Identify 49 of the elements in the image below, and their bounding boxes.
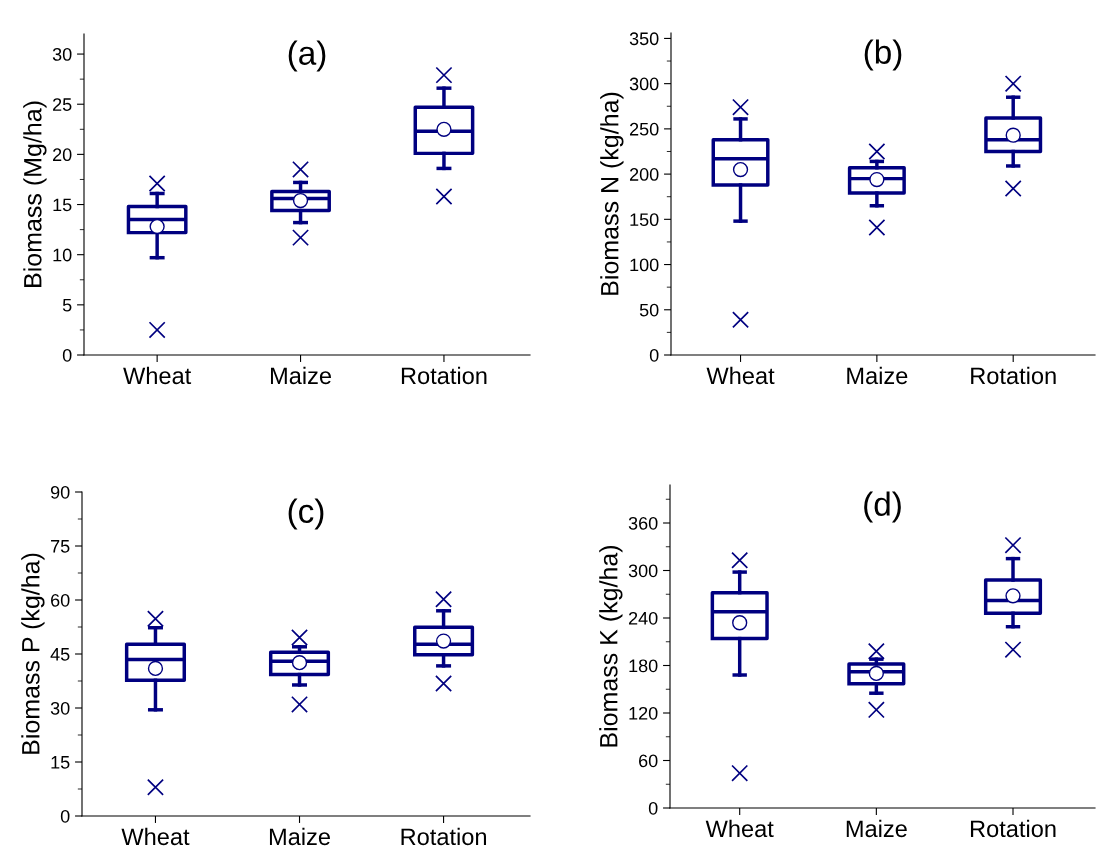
x-tick-label: Wheat [705, 819, 774, 838]
chart-title: (c) [288, 498, 324, 530]
y-tick-label: 0 [649, 348, 659, 362]
y-tick-label: 30 [52, 48, 72, 61]
y-axis-title: Biomass P (kg/ha) [21, 553, 45, 754]
y-tick-label: 5 [62, 298, 72, 312]
x-tick-label: Wheat [706, 366, 775, 385]
x-tick-label: Rotation [971, 366, 1056, 385]
y-tick-label: 0 [648, 801, 658, 815]
y-tick-label: 0 [60, 809, 70, 823]
y-tick-label: 0 [62, 348, 72, 362]
y-axis-title: Biomass N (kg/ha) [600, 92, 624, 295]
y-axis-title: Biomass (Mg/ha) [23, 101, 47, 287]
y-tick-label: 15 [51, 756, 70, 769]
y-tick-label: 240 [628, 611, 658, 625]
x-tick-label: Rotation [401, 366, 487, 385]
x-tick-label: Rotation [970, 819, 1056, 838]
y-tick-label: 360 [628, 516, 658, 530]
y-tick-label: 60 [51, 593, 70, 607]
y-tick-label: 45 [50, 648, 70, 661]
x-tick-label: Maize [270, 366, 331, 385]
y-tick-label: 250 [629, 122, 659, 136]
x-tick-label: Wheat [121, 827, 190, 846]
y-tick-label: 180 [629, 659, 658, 673]
y-tick-label: 350 [629, 32, 659, 46]
y-tick-label: 60 [639, 754, 658, 768]
y-tick-label: 150 [630, 213, 659, 227]
y-tick-label: 75 [51, 540, 70, 553]
y-tick-label: 300 [628, 564, 658, 578]
x-tick-label: Rotation [401, 827, 487, 846]
x-tick-label: Maize [847, 366, 908, 385]
x-tick-label: Maize [846, 819, 907, 838]
y-tick-label: 20 [53, 148, 72, 162]
y-tick-label: 100 [630, 258, 659, 272]
y-tick-label: 25 [53, 98, 72, 111]
y-tick-label: 50 [639, 303, 659, 317]
y-tick-label: 10 [53, 248, 72, 262]
y-axis-title: Biomass K (kg/ha) [599, 545, 623, 747]
y-tick-label: 200 [629, 168, 659, 181]
chart-title: (a) [288, 40, 326, 72]
y-tick-label: 15 [53, 198, 72, 212]
y-tick-label: 300 [629, 77, 659, 91]
chart-title: (d) [864, 491, 901, 523]
x-tick-label: Wheat [123, 366, 192, 385]
y-tick-label: 120 [629, 706, 658, 720]
y-tick-label: 30 [50, 701, 70, 715]
x-tick-label: Maize [269, 827, 330, 846]
chart-title: (b) [864, 39, 902, 71]
y-tick-label: 90 [50, 485, 70, 499]
